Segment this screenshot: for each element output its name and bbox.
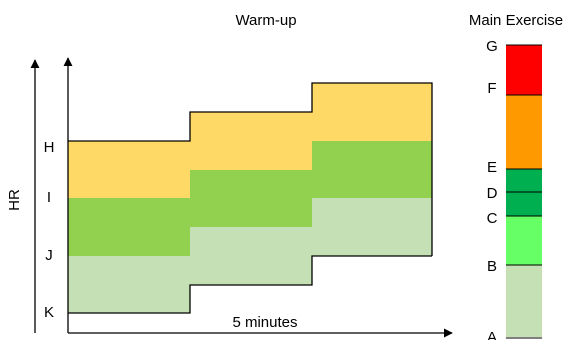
lower-staircase-outline xyxy=(68,255,432,314)
light-green-band xyxy=(68,198,432,313)
zone-c-b xyxy=(506,216,542,265)
main-exercise-title: Main Exercise xyxy=(469,12,563,29)
hr-level-h: H xyxy=(44,139,55,156)
warmup-title: Warm-up xyxy=(235,12,296,29)
time-axis-label: 5 minutes xyxy=(232,314,297,331)
zone-g-f xyxy=(506,45,542,95)
zone-label-f: F xyxy=(487,80,496,97)
zone-label-a: A xyxy=(487,329,497,340)
zone-b-a xyxy=(506,265,542,337)
upper-staircase-outline xyxy=(68,82,433,256)
hr-level-j: J xyxy=(45,247,53,264)
zone-label-b: B xyxy=(487,258,497,275)
green-band xyxy=(68,141,432,256)
yellow-band xyxy=(68,83,432,198)
zone-label-g: G xyxy=(486,38,498,55)
zone-label-e: E xyxy=(487,159,497,176)
zone-label-d: D xyxy=(487,185,498,202)
zone-label-c: C xyxy=(487,210,498,227)
warmup-bands xyxy=(68,82,433,314)
hr-level-i: I xyxy=(47,189,51,206)
zone-bar xyxy=(506,44,542,339)
hr-axis-label: HR xyxy=(6,189,23,211)
zone-f-e xyxy=(506,95,542,169)
hr-level-k: K xyxy=(44,304,54,321)
zone-e-d xyxy=(506,169,542,192)
zone-d-c xyxy=(506,192,542,216)
